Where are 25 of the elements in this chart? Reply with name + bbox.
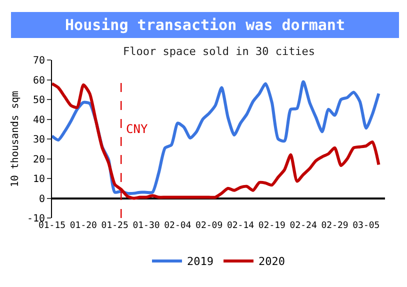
x-tick-label: 01-15 (38, 221, 66, 231)
legend-label: 2019 (187, 255, 214, 268)
x-tick-label: 03-05 (352, 221, 380, 231)
ref-line-label: CNY (126, 122, 148, 136)
y-tick-label: 30 (32, 134, 45, 146)
x-tick-label: 02-14 (226, 221, 254, 231)
y-tick-label: 50 (32, 95, 45, 106)
y-tick-label: 60 (32, 75, 45, 86)
x-tick-label: 01-30 (132, 221, 160, 231)
y-tick-label: 20 (32, 154, 45, 166)
y-axis-title: 10 thousands sqm (10, 90, 21, 188)
y-tick-label: 40 (32, 114, 45, 126)
x-tick-label: 02-29 (321, 221, 348, 231)
y-tick-label: 0 (38, 194, 45, 205)
x-tick-label: 01-25 (101, 221, 128, 231)
y-tick-label: 10 (32, 174, 45, 185)
x-tick-label: 01-20 (70, 221, 97, 231)
chart-title: Housing transaction was dormant (11, 12, 399, 38)
x-tick-label: 02-24 (290, 221, 317, 231)
y-tick-label: 70 (32, 56, 45, 66)
x-tick-label: 02-19 (258, 221, 286, 231)
legend-label: 2020 (258, 255, 285, 268)
x-tick-label: 02-09 (196, 221, 223, 231)
chart-subtitle: Floor space sold in 30 cities (123, 45, 316, 58)
x-tick-label: 02-04 (164, 221, 192, 231)
